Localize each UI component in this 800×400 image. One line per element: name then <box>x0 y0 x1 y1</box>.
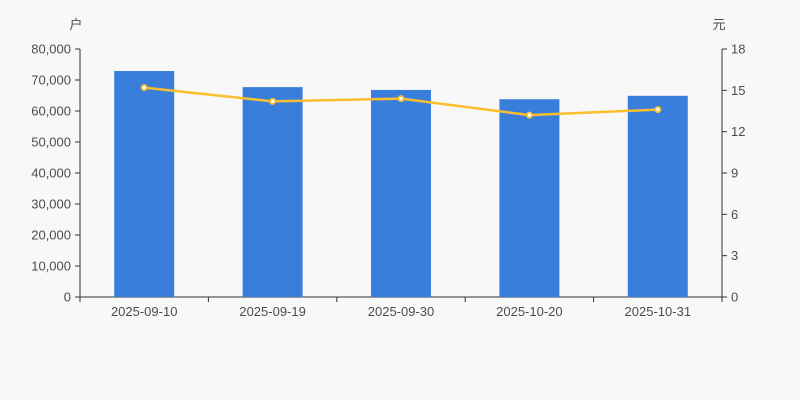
bar-2025-10-31 <box>627 95 688 297</box>
x-axis-label-2025-09-30: 2025-09-30 <box>368 304 435 319</box>
right-axis-tick-label: 15 <box>731 83 745 98</box>
line-point-2025-09-19 <box>269 97 277 105</box>
bar-2025-09-19 <box>242 87 303 297</box>
left-axis-tick-label: 40,000 <box>31 166 71 181</box>
x-axis-label-2025-09-19: 2025-09-19 <box>239 304 306 319</box>
axis-labels: 0 10,000 20,000 30,000 40,000 50,000 60,000 70,… <box>31 42 745 320</box>
right-axis-tick-label: 3 <box>731 248 738 263</box>
line-point-2025-09-30 <box>397 95 405 103</box>
line-point-2025-09-10 <box>140 84 148 92</box>
right-axis-unit-label: 元 <box>712 17 726 32</box>
x-axis-label-2025-10-20: 2025-10-20 <box>496 304 563 319</box>
right-axis-tick-label: 0 <box>731 290 738 305</box>
bar-2025-09-10 <box>114 71 175 297</box>
left-axis-tick-label: 10,000 <box>31 259 71 274</box>
left-axis-tick-label: 50,000 <box>31 135 71 150</box>
right-axis-tick-label: 6 <box>731 207 738 222</box>
left-axis-tick-label: 60,000 <box>31 104 71 119</box>
line-point-2025-10-31 <box>654 106 662 114</box>
left-axis-tick-label: 0 <box>64 290 71 305</box>
left-axis-tick-label: 70,000 <box>31 73 71 88</box>
line-series <box>140 84 662 119</box>
bar-series <box>114 71 688 297</box>
right-axis-tick-label: 12 <box>731 124 745 139</box>
x-axis-label-2025-09-10: 2025-09-10 <box>111 304 178 319</box>
right-axis-tick-label: 9 <box>731 166 738 181</box>
left-axis-tick-label: 30,000 <box>31 197 71 212</box>
bar-2025-10-20 <box>499 99 560 297</box>
right-axis-tick-label: 18 <box>731 42 745 57</box>
left-axis-tick-label: 80,000 <box>31 42 71 57</box>
line-point-2025-10-20 <box>525 111 533 119</box>
bar-2025-09-30 <box>371 89 431 297</box>
x-axis-label-2025-10-31: 2025-10-31 <box>625 304 692 319</box>
left-axis-tick-label: 20,000 <box>31 228 71 243</box>
left-axis-unit-label: 户 <box>69 17 83 32</box>
